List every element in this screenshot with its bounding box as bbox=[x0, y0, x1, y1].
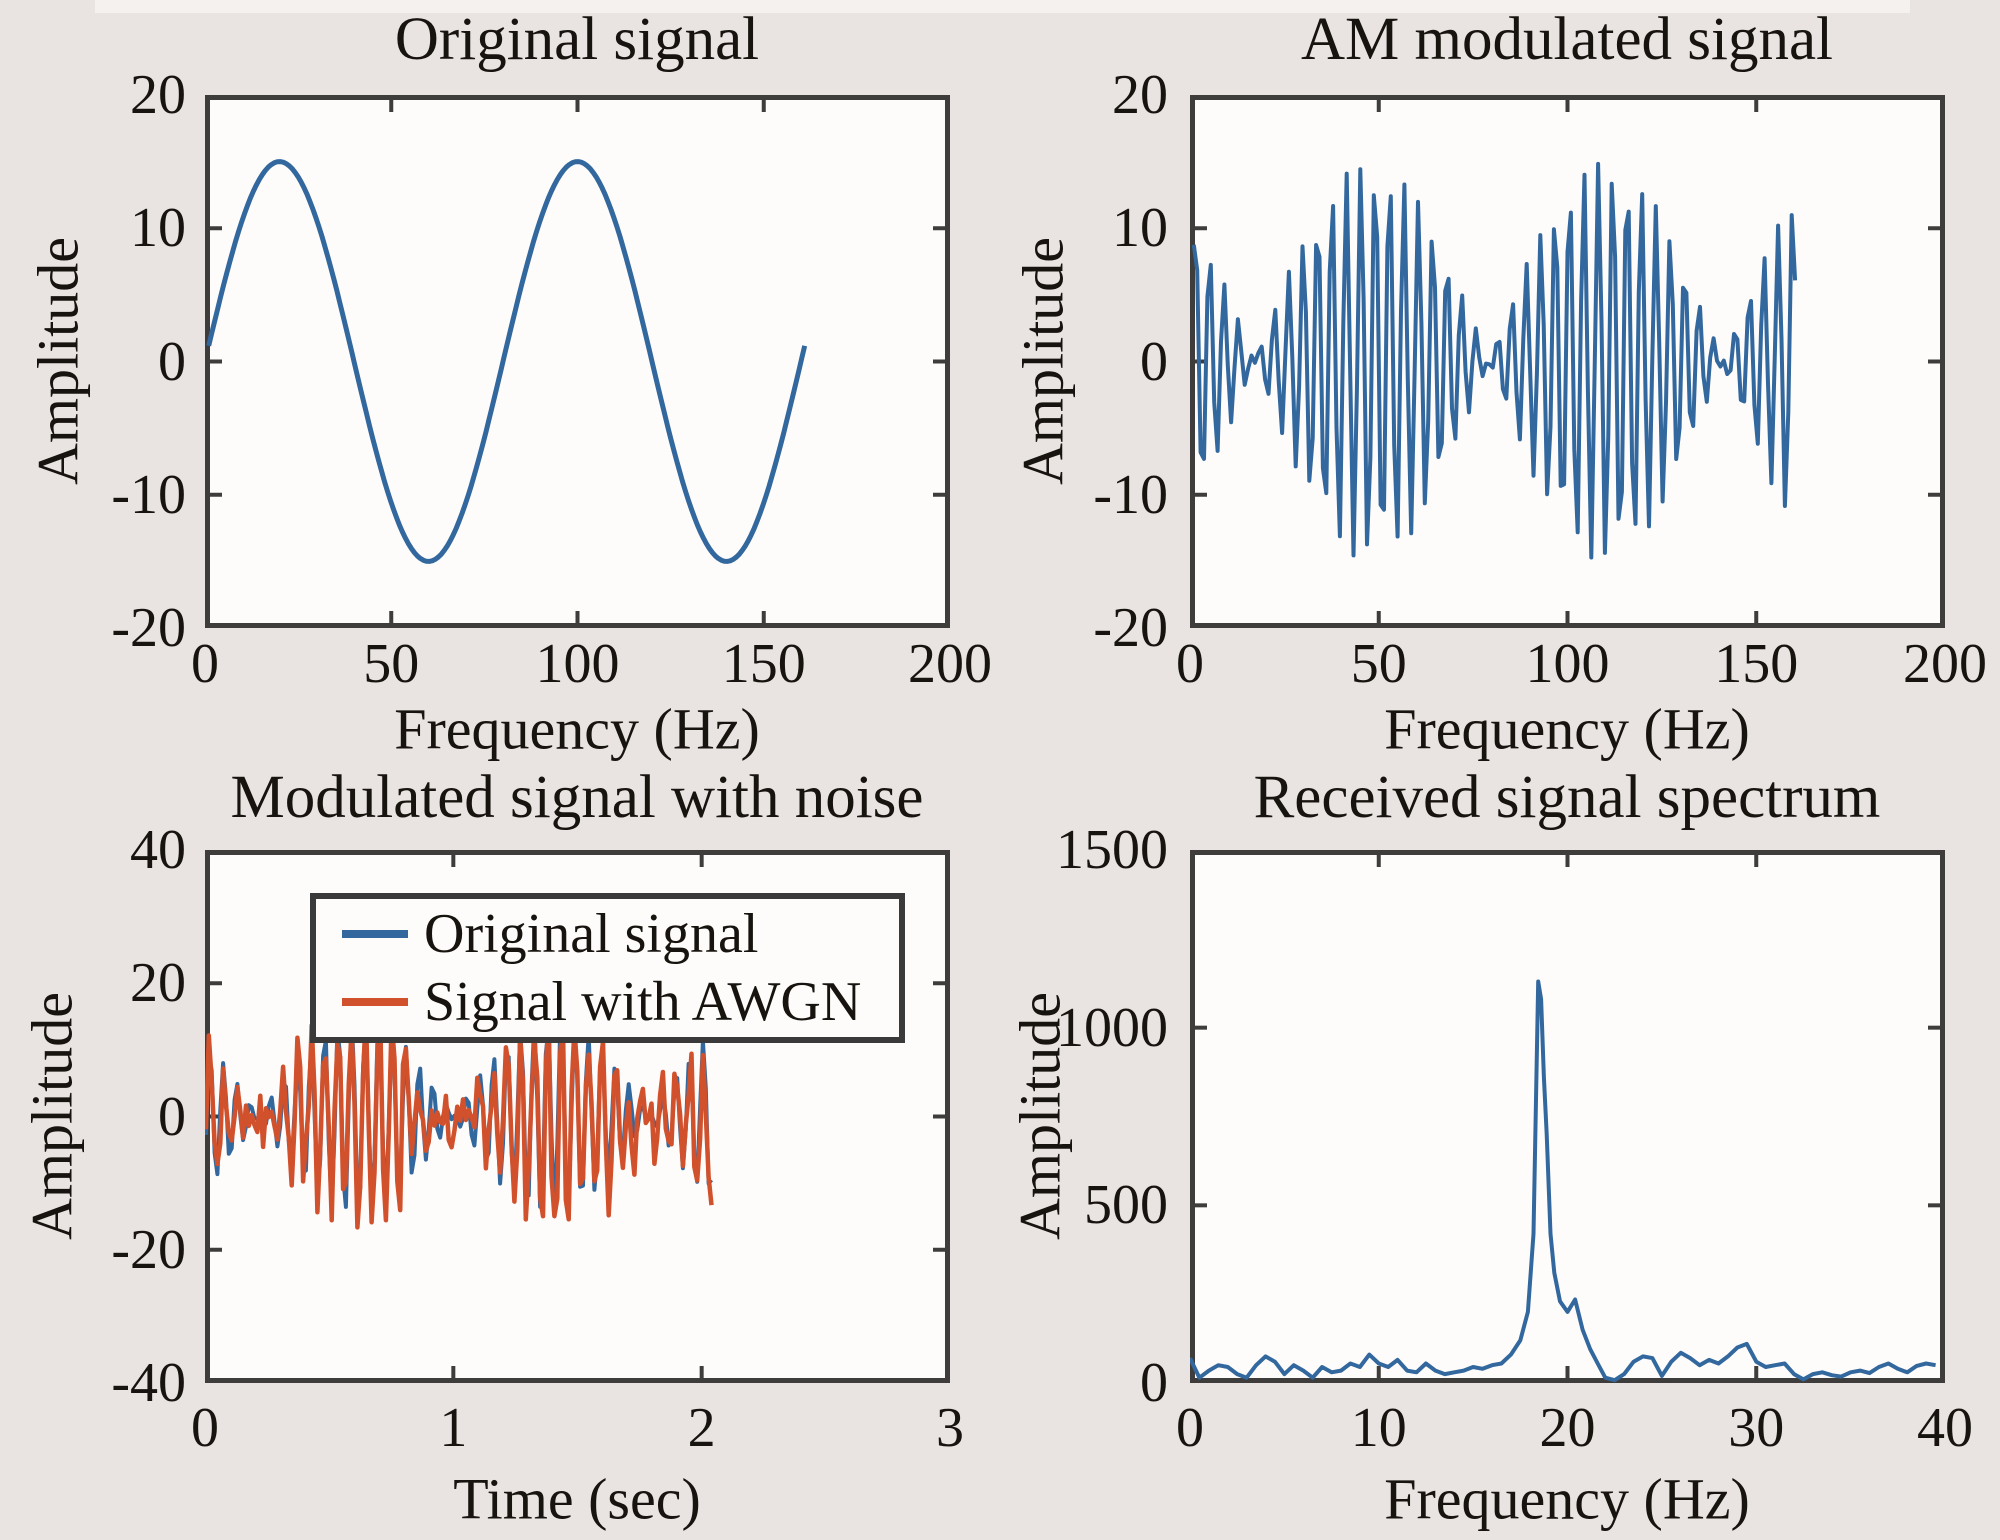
plot-title: Received signal spectrum bbox=[1253, 764, 1881, 831]
y-tick-label: -20 bbox=[111, 597, 186, 659]
series-message-sine bbox=[206, 159, 808, 564]
y-tick-label: 1000 bbox=[1056, 996, 1168, 1059]
x-tick-label: 50 bbox=[363, 633, 420, 695]
x-tick-label: 150 bbox=[721, 633, 806, 695]
x-tick-label: 100 bbox=[535, 633, 620, 695]
legend-label-signal-with-awgn: Signal with AWGN bbox=[424, 970, 862, 1033]
x-tick-label: 2 bbox=[687, 1397, 716, 1459]
y-tick-label: 0 bbox=[158, 1085, 186, 1148]
plot-area-am-modulated-signal bbox=[1190, 95, 1945, 628]
y-tick-label: 20 bbox=[130, 64, 186, 126]
y-tick-label: -40 bbox=[111, 1352, 186, 1414]
x-tick-label: 150 bbox=[1714, 633, 1799, 695]
y-tick-label: 20 bbox=[1112, 64, 1168, 126]
plot-area-received-signal-spectrum bbox=[1190, 850, 1945, 1383]
y-tick-label: -10 bbox=[1093, 463, 1168, 526]
x-axis-label: Frequency (Hz) bbox=[1384, 1466, 1750, 1532]
y-tick-label: 10 bbox=[1112, 197, 1168, 260]
y-tick-label: -10 bbox=[111, 463, 186, 526]
plot-title: AM modulated signal bbox=[1301, 6, 1833, 73]
series-spectrum bbox=[1190, 979, 1936, 1383]
y-tick-label: 10 bbox=[130, 197, 186, 260]
x-tick-label: 0 bbox=[191, 633, 219, 695]
x-tick-label: 30 bbox=[1728, 1397, 1785, 1459]
x-axis-label: Time (sec) bbox=[453, 1466, 701, 1532]
y-tick-label: 0 bbox=[158, 330, 186, 393]
x-axis-label: Frequency (Hz) bbox=[394, 696, 760, 762]
y-tick-label: 20 bbox=[130, 952, 186, 1015]
series-signal-with-awgn bbox=[205, 1011, 714, 1230]
legend-item-signal-with-awgn: Signal with AWGN bbox=[342, 970, 899, 1034]
scan-highlight-strip bbox=[95, 0, 1910, 13]
y-tick-label: -20 bbox=[1093, 597, 1168, 659]
x-tick-label: 40 bbox=[1917, 1397, 1973, 1459]
y-tick-label: 500 bbox=[1084, 1174, 1168, 1237]
y-tick-label: -20 bbox=[111, 1218, 186, 1281]
x-tick-label: 0 bbox=[1176, 633, 1204, 695]
x-tick-label: 10 bbox=[1350, 1397, 1407, 1459]
y-tick-label: 1500 bbox=[1056, 819, 1168, 881]
plot-title: Modulated signal with noise bbox=[230, 764, 924, 831]
legend-line-swatch-red bbox=[342, 997, 408, 1006]
tick-marks bbox=[1190, 850, 1945, 1383]
x-tick-label: 0 bbox=[191, 1397, 219, 1459]
x-tick-label: 50 bbox=[1350, 633, 1407, 695]
plot-area-original-signal bbox=[205, 95, 950, 628]
x-axis-label: Frequency (Hz) bbox=[1384, 696, 1750, 762]
x-tick-label: 0 bbox=[1176, 1397, 1204, 1459]
legend-line-swatch-blue bbox=[342, 930, 408, 939]
plot-title: Original signal bbox=[394, 6, 760, 73]
x-tick-label: 1 bbox=[439, 1397, 468, 1459]
tick-marks bbox=[205, 95, 950, 628]
legend: Original signal Signal with AWGN bbox=[310, 893, 905, 1043]
x-tick-label: 100 bbox=[1525, 633, 1610, 695]
plot-box bbox=[205, 95, 950, 628]
series-am-signal bbox=[1191, 161, 1798, 560]
y-tick-label: 0 bbox=[1140, 1352, 1168, 1414]
x-tick-label: 200 bbox=[908, 633, 992, 695]
legend-label-original-signal: Original signal bbox=[424, 903, 759, 966]
x-tick-label: 20 bbox=[1539, 1397, 1596, 1459]
y-tick-label: 40 bbox=[130, 819, 186, 881]
legend-item-original-signal: Original signal bbox=[342, 902, 899, 966]
x-tick-label: 3 bbox=[936, 1397, 964, 1459]
x-tick-label: 200 bbox=[1903, 633, 1987, 695]
y-tick-label: 0 bbox=[1140, 330, 1168, 393]
plot-box bbox=[1190, 850, 1945, 1383]
